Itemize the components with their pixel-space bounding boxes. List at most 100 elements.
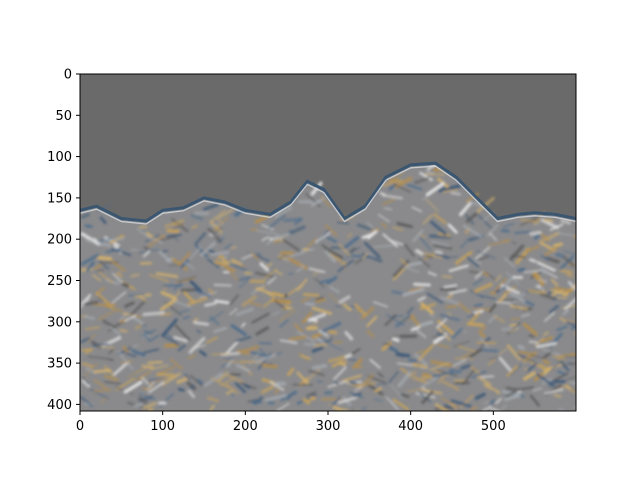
texture-stroke <box>404 261 423 268</box>
texture-stroke <box>305 193 321 207</box>
texture-stroke <box>410 315 421 328</box>
texture-stroke <box>540 336 553 344</box>
texture-stroke <box>372 301 389 308</box>
texture-stroke <box>553 287 574 293</box>
texture-stroke <box>130 314 142 318</box>
texture-stroke <box>103 237 125 242</box>
texture-stroke <box>489 291 496 296</box>
texture-stroke <box>505 390 517 398</box>
texture-stroke <box>373 244 395 248</box>
texture-stroke <box>274 300 287 310</box>
texture-stroke <box>104 374 119 382</box>
texture-stroke <box>148 334 160 343</box>
texture-stroke <box>325 341 343 352</box>
texture-stroke <box>418 344 435 361</box>
y-tick-label: 400 <box>47 398 72 413</box>
texture-stroke <box>202 203 219 211</box>
texture-stroke <box>267 400 275 405</box>
texture-stroke <box>517 267 526 273</box>
texture-stroke <box>442 189 459 193</box>
texture-stroke <box>381 194 403 200</box>
texture-stroke <box>570 381 576 385</box>
texture-stroke <box>566 273 574 278</box>
texture-stroke <box>322 339 333 342</box>
texture-stroke <box>195 244 208 258</box>
texture-stroke <box>134 293 152 298</box>
texture-stroke <box>432 334 447 339</box>
texture-stroke <box>85 261 95 272</box>
texture-stroke <box>224 243 233 250</box>
texture-stroke <box>164 219 185 228</box>
texture-stroke <box>415 392 436 399</box>
texture-stroke <box>211 353 230 355</box>
texture-stroke <box>517 350 536 357</box>
texture-stroke <box>394 176 413 189</box>
texture-stroke <box>210 377 230 389</box>
texture-stroke <box>147 234 166 248</box>
texture-stroke <box>104 380 122 385</box>
texture-stroke <box>319 277 336 284</box>
texture-stroke <box>177 344 186 352</box>
texture-stroke <box>389 335 399 339</box>
texture-stroke <box>156 372 176 377</box>
texture-stroke <box>503 222 515 228</box>
texture-stroke <box>342 303 352 311</box>
texture-stroke <box>209 316 220 326</box>
texture-stroke <box>331 360 348 367</box>
texture-stroke <box>445 305 458 309</box>
texture-stroke <box>189 374 203 387</box>
texture-stroke <box>529 230 542 236</box>
texture-stroke <box>327 355 346 363</box>
texture-stroke <box>307 237 318 248</box>
texture-stroke <box>207 258 220 269</box>
texture-stroke <box>225 267 239 281</box>
texture-stroke <box>495 397 502 405</box>
texture-stroke <box>315 232 331 244</box>
texture-stroke <box>310 393 317 397</box>
texture-stroke <box>362 253 368 259</box>
texture-stroke <box>564 297 576 310</box>
texture-stroke <box>311 345 325 353</box>
texture-stroke <box>544 388 564 395</box>
texture-stroke <box>525 245 540 253</box>
texture-stroke <box>320 321 342 334</box>
texture-stroke <box>213 216 229 231</box>
texture-stroke <box>489 232 498 242</box>
texture-stroke <box>440 296 461 306</box>
texture-stroke <box>80 253 100 266</box>
texture-stroke <box>250 351 271 358</box>
texture-stroke <box>392 398 409 411</box>
texture-stroke <box>111 247 132 257</box>
texture-stroke <box>176 276 196 283</box>
texture-stroke <box>135 323 143 330</box>
texture-stroke <box>462 353 471 358</box>
texture-stroke <box>230 246 237 249</box>
texture-stroke <box>241 295 257 307</box>
texture-stroke <box>532 387 542 392</box>
texture-stroke <box>574 234 576 237</box>
texture-stroke <box>418 257 431 268</box>
texture-stroke <box>543 363 563 372</box>
texture-stroke <box>337 396 358 405</box>
texture-stroke <box>143 329 153 335</box>
texture-stroke <box>142 311 165 317</box>
texture-stroke <box>274 206 293 218</box>
texture-stroke <box>176 376 189 384</box>
texture-stroke <box>419 236 432 251</box>
texture-stroke <box>352 358 363 369</box>
texture-stroke <box>84 224 93 228</box>
texture-stroke <box>230 324 247 337</box>
texture-stroke <box>149 364 169 371</box>
texture-stroke <box>539 268 548 274</box>
texture-stroke <box>186 381 197 391</box>
texture-stroke <box>143 334 150 341</box>
texture-stroke <box>536 373 555 387</box>
texture-stroke <box>453 357 471 367</box>
texture-stroke <box>430 360 453 367</box>
texture-stroke <box>550 361 561 371</box>
texture-stroke <box>142 250 151 258</box>
texture-stroke <box>293 323 303 333</box>
texture-stroke <box>574 314 576 316</box>
texture-stroke <box>207 396 219 403</box>
texture-stroke <box>160 298 178 311</box>
